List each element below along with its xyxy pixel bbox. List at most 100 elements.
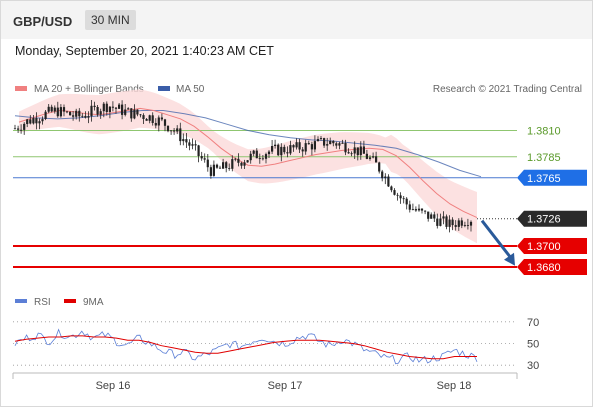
price-levels [13, 130, 517, 268]
timeframe-badge[interactable]: 30 MIN [85, 10, 136, 30]
candle-body [206, 159, 209, 168]
candle-body [326, 144, 329, 146]
candle-body [84, 115, 87, 118]
rsi-ma-legend-swatch [64, 299, 76, 303]
pair-title: GBP/USD [13, 14, 73, 29]
candle-body [53, 107, 56, 112]
candle-body [372, 156, 375, 158]
rsi-ma-line [14, 335, 477, 360]
candle-body [13, 128, 17, 130]
candle-body [424, 210, 427, 212]
candle-body [451, 219, 454, 226]
candle-body [108, 106, 111, 112]
candle-body [197, 145, 200, 156]
level-label-1.3700: 1.3700 [527, 241, 561, 253]
candle-body [145, 119, 148, 121]
candle-body [56, 107, 59, 117]
forecast-arrow-head [504, 252, 515, 266]
candle-body [29, 119, 32, 124]
candle-body [81, 115, 84, 117]
candle-body [139, 114, 142, 116]
candle-body [72, 115, 75, 117]
candle-body [111, 106, 114, 108]
candle-body [246, 160, 249, 163]
candle-body [127, 108, 130, 110]
candle-body [38, 121, 41, 124]
candle-body [414, 209, 417, 211]
rsi-legend-swatch [15, 299, 27, 303]
candle-body [243, 162, 246, 166]
candle-body [157, 117, 160, 126]
candle-body [176, 128, 179, 132]
candle-body [59, 107, 62, 117]
candle-body [442, 216, 445, 219]
candle-body [430, 214, 433, 219]
bollinger-bands [19, 89, 477, 244]
candle-body [378, 162, 381, 172]
forecast-arrow-layer [480, 219, 515, 266]
candle-body [274, 144, 277, 146]
candle-body [118, 104, 121, 109]
bollinger-band-area [19, 89, 477, 244]
candle-body [436, 218, 439, 226]
candle-body [99, 111, 102, 115]
candle-body [240, 162, 243, 166]
candle-body [466, 225, 469, 226]
candle-body [17, 128, 20, 130]
chart-datetime: Monday, September 20, 2021 1:40:23 AM CE… [15, 44, 274, 58]
x-ticks: Sep 16 Sep 17 Sep 18 [96, 380, 472, 392]
candle-body [420, 208, 424, 211]
candle-body [463, 225, 466, 226]
chart-credit: Research © 2021 Trading Central [433, 84, 582, 95]
candle-body [182, 139, 185, 142]
candles [13, 100, 473, 233]
candle-body [353, 147, 356, 154]
candle-body [185, 139, 188, 143]
candle-body [65, 111, 69, 113]
legend-ma50-swatch [158, 86, 170, 91]
candle-body [316, 139, 320, 142]
candle-body [313, 141, 316, 150]
candle-body [234, 158, 237, 160]
candle-body [154, 123, 157, 126]
candle-body [218, 167, 222, 169]
candle-body [170, 130, 173, 132]
candle-body [301, 149, 304, 152]
candle-body [454, 225, 457, 227]
candle-body [469, 221, 473, 226]
candle-body [20, 129, 23, 131]
level-tag-1.3726 [517, 210, 587, 227]
candle-body [365, 153, 368, 159]
level-tag-1.3680 [517, 259, 587, 275]
ma50-layer [14, 110, 482, 178]
rsi-tick-70: 70 [527, 317, 539, 329]
candle-body [44, 111, 47, 119]
candle-body [384, 176, 387, 179]
candle-body [121, 104, 124, 115]
candle-body [427, 211, 430, 219]
candle-body [114, 107, 118, 109]
candle-body [344, 143, 347, 153]
x-tick-label: Sep 18 [437, 380, 472, 392]
candle-body [69, 111, 72, 116]
level-tag-1.3765 [517, 169, 587, 186]
candle-body [335, 143, 338, 146]
level-labels: 1.3810 1.3785 1.3765 1.3726 1.3700 1.3680 [517, 126, 587, 275]
candle-body [32, 118, 35, 124]
candle-body [160, 117, 163, 120]
candle-body [96, 107, 99, 115]
candle-body [295, 142, 298, 148]
candle-body [191, 144, 194, 146]
candle-body [350, 153, 353, 155]
rsi-ma-legend-label: 9MA [83, 297, 104, 308]
candle-body [298, 142, 301, 150]
candle-body [338, 143, 341, 146]
candle-body [402, 198, 405, 200]
candle-body [396, 194, 399, 196]
rsi-line [14, 328, 478, 365]
candle-body [375, 156, 378, 163]
candle-body [283, 146, 286, 153]
candle-body [280, 146, 283, 156]
legend-ma20-swatch [15, 86, 27, 91]
